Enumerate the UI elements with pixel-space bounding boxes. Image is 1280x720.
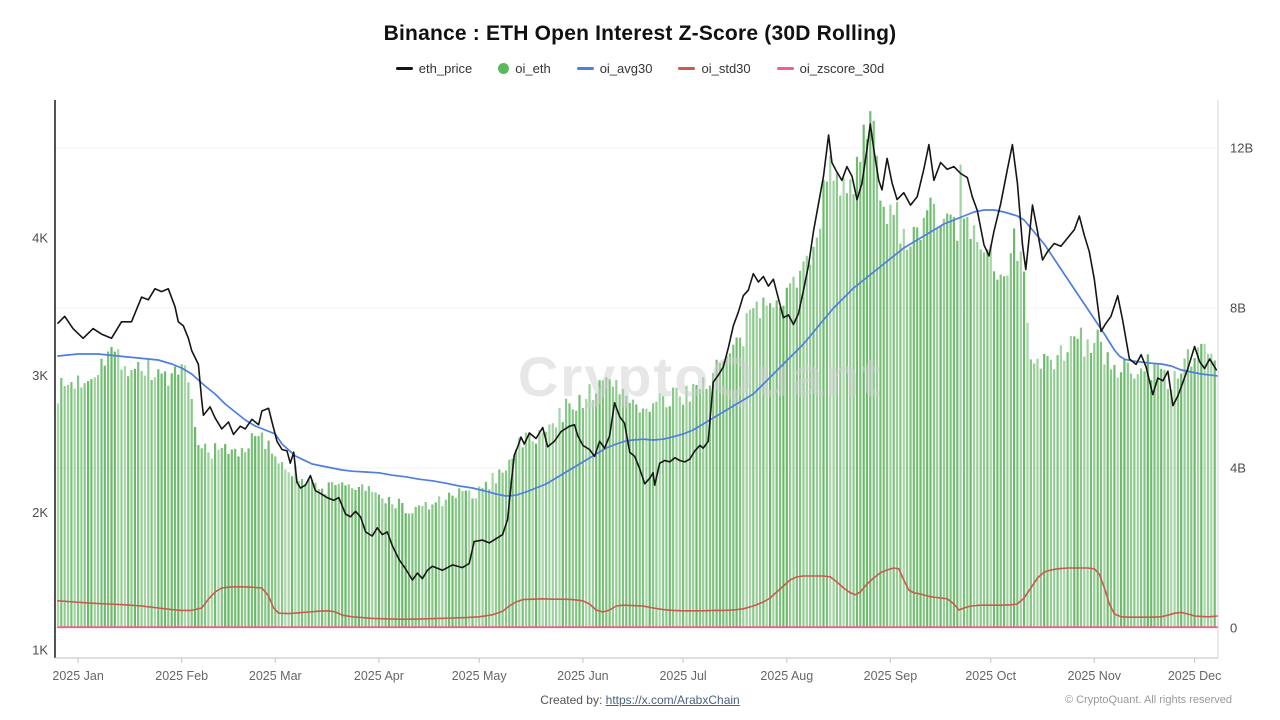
legend-item-oi_zscore_30d[interactable]: oi_zscore_30d — [776, 61, 885, 76]
plot-hover-region[interactable] — [55, 100, 1218, 658]
svg-text:2025 Mar: 2025 Mar — [249, 669, 302, 683]
legend-label: oi_std30 — [701, 61, 751, 76]
svg-text:2025 Feb: 2025 Feb — [155, 669, 208, 683]
svg-text:2025 Nov: 2025 Nov — [1068, 669, 1122, 683]
svg-text:2025 Oct: 2025 Oct — [965, 669, 1016, 683]
credits: Created by: https://x.com/ArabxChain — [0, 693, 1280, 707]
svg-text:3K: 3K — [32, 368, 48, 383]
copyright-notice: © CryptoQuant. All rights reserved — [1064, 694, 1232, 706]
svg-text:2025 Sep: 2025 Sep — [864, 669, 918, 683]
legend-marker-eth_price — [395, 67, 413, 70]
svg-text:8B: 8B — [1230, 301, 1246, 316]
svg-text:2025 Dec: 2025 Dec — [1168, 669, 1222, 683]
svg-text:12B: 12B — [1230, 141, 1253, 156]
legend-label: oi_zscore_30d — [799, 61, 885, 76]
legend-marker-oi_eth — [498, 63, 510, 74]
svg-text:2025 Jun: 2025 Jun — [557, 669, 608, 683]
legend-item-oi_std30[interactable]: oi_std30 — [678, 61, 751, 76]
legend-label: oi_eth — [515, 61, 551, 76]
legend-marker-oi_avg30 — [576, 67, 594, 70]
y-right-labels: 0 4B 8B 12B — [1230, 141, 1253, 636]
oi-bars — [56, 111, 1216, 629]
legend-label: eth_price — [418, 61, 473, 76]
legend: eth_price oi_eth oi_avg30 oi_std30 oi_zscore… — [0, 61, 1280, 76]
svg-text:2025 May: 2025 May — [452, 669, 508, 683]
chart-title: Binance : ETH Open Interest Z-Score (30D… — [383, 22, 897, 45]
svg-text:2025 Jul: 2025 Jul — [659, 669, 706, 683]
svg-text:2025 Jan: 2025 Jan — [52, 669, 103, 683]
legend-marker-oi_std30 — [678, 67, 696, 70]
legend-item-eth_price[interactable]: eth_price — [395, 61, 473, 76]
x-tick-labels: 2025 Jan 2025 Feb 2025 Mar 2025 Apr 2025 May… — [52, 658, 1221, 683]
avg-line — [57, 209, 1219, 497]
svg-text:1K: 1K — [32, 643, 48, 658]
std-line — [57, 567, 1219, 620]
svg-text:4K: 4K — [32, 231, 48, 246]
svg-text:4B: 4B — [1230, 461, 1246, 476]
legend-item-oi_eth[interactable]: oi_eth — [498, 61, 551, 76]
creator-link[interactable]: https://x.com/ArabxChain — [605, 693, 740, 707]
svg-text:2025 Apr: 2025 Apr — [354, 669, 404, 683]
svg-text:0: 0 — [1230, 621, 1237, 636]
legend-item-oi_avg30[interactable]: oi_avg30 — [576, 61, 653, 76]
credits-label: Created by: — [540, 693, 606, 707]
legend-label: oi_avg30 — [599, 61, 653, 76]
y-left-labels: 1K 2K 3K 4K — [32, 231, 48, 658]
axes — [54, 100, 1219, 659]
legend-marker-oi_zscore_30d — [776, 67, 794, 70]
watermark: CryptoQuant — [518, 345, 882, 408]
svg-text:2025 Aug: 2025 Aug — [760, 669, 813, 683]
price-line — [57, 123, 1218, 581]
svg-text:2K: 2K — [32, 505, 48, 520]
